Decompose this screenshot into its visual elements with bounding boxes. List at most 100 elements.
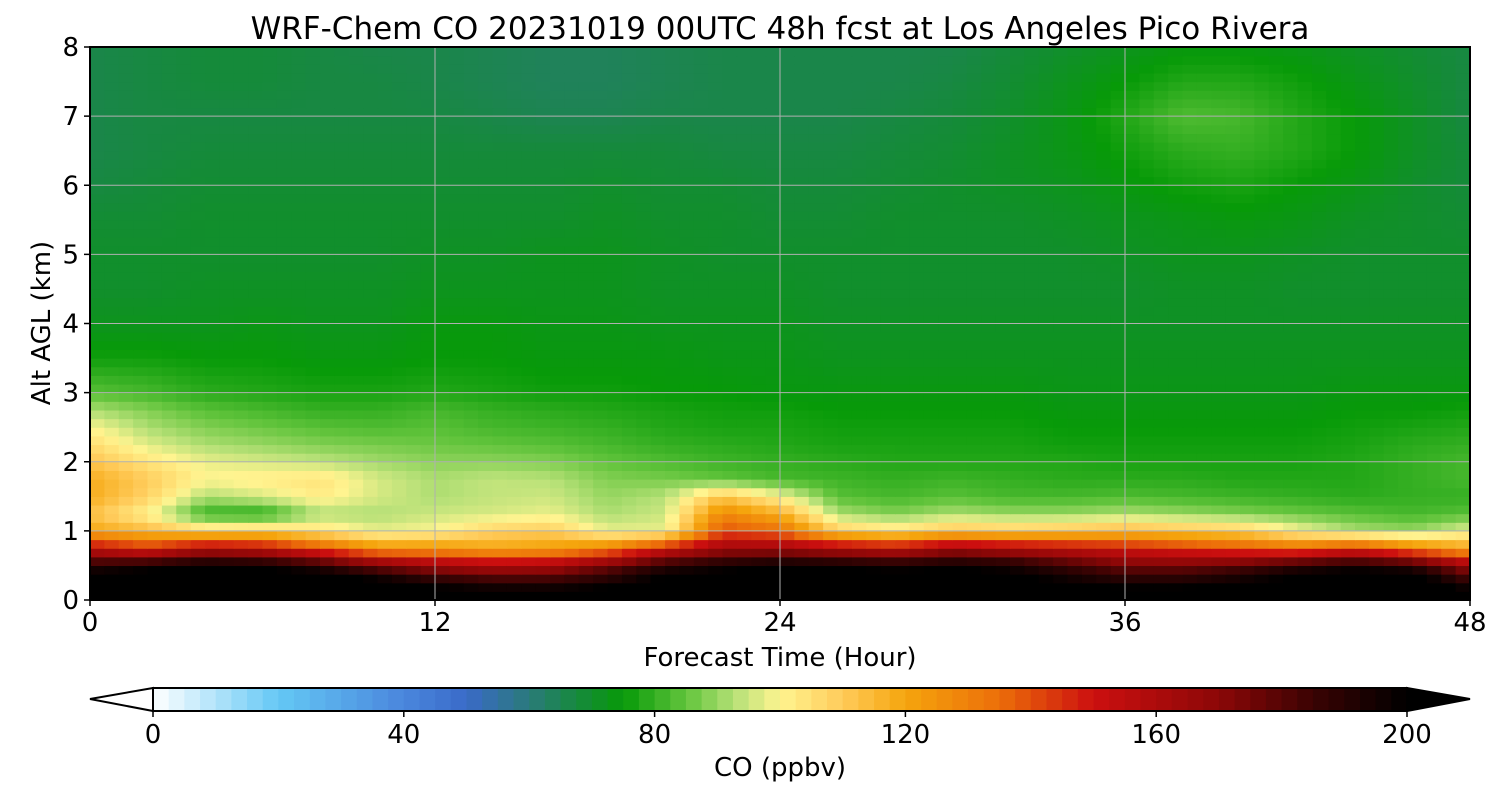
heatmap-cell [1139,479,1155,489]
heatmap-cell [909,530,925,541]
heatmap-cell [794,522,810,532]
heatmap-cell [823,556,839,567]
heatmap-cell [1369,306,1385,316]
heatmap-cell [593,461,609,471]
heatmap-cell [176,548,192,558]
heatmap-cell [104,167,120,178]
heatmap-cell [736,548,752,558]
heatmap-cell [248,479,264,489]
heatmap-cell [851,211,867,221]
heatmap-cell [1225,556,1241,567]
heatmap-cell [564,487,580,497]
heatmap-cell [794,176,810,186]
heatmap-cell [722,288,738,299]
heatmap-cell [492,539,508,549]
heatmap-cell [176,202,192,212]
heatmap-cell [679,176,695,186]
heatmap-cell [1311,219,1327,230]
heatmap-cell [535,271,551,281]
heatmap-cell [1211,383,1227,394]
heatmap-cell [923,202,939,212]
heatmap-cell [794,539,810,549]
heatmap-cell [1340,150,1356,160]
heatmap-cell [506,383,522,394]
heatmap-cell [377,323,393,333]
heatmap-cell [1412,565,1428,575]
heatmap-cell [219,496,235,506]
heatmap-cell [751,176,767,186]
heatmap-cell [219,392,235,402]
heatmap-cell [1455,582,1470,592]
heatmap-cell [1153,332,1169,342]
heatmap-cell [823,349,839,359]
heatmap-cell [1283,280,1299,290]
heatmap-cell [909,254,925,264]
heatmap-cell [1254,150,1270,160]
heatmap-cell [420,479,436,489]
heatmap-cell [621,453,637,463]
heatmap-cell [1240,254,1255,264]
heatmap-cell [1426,383,1442,394]
heatmap-cell [219,271,235,281]
heatmap-cell [621,366,637,376]
heatmap-cell [492,358,508,368]
heatmap-cell [348,332,364,342]
heatmap-cell [1225,427,1241,437]
heatmap-cell [205,435,220,446]
heatmap-cell [406,401,422,411]
heatmap-cell [578,237,594,247]
heatmap-cell [708,479,724,489]
heatmap-cell [305,375,321,385]
heatmap-cell [147,288,163,299]
heatmap-cell [736,280,752,290]
heatmap-cell [291,366,307,376]
heatmap-cell [262,418,278,428]
heatmap-cell [1254,167,1270,178]
heatmap-cell [1412,366,1428,376]
heatmap-cell [736,470,752,480]
heatmap-cell [823,202,839,212]
heatmap-cell [104,332,120,342]
heatmap-cell [765,280,781,290]
heatmap-cell [751,461,767,471]
heatmap-cell [463,418,479,428]
heatmap-cell [391,340,407,351]
heatmap-cell [1283,366,1299,376]
heatmap-cell [636,159,652,169]
heatmap-cell [765,202,781,212]
heatmap-cell [1096,504,1112,515]
heatmap-cell [981,245,997,255]
heatmap-cell [607,245,623,255]
heatmap-cell [276,582,292,592]
heatmap-cell [794,496,810,506]
heatmap-cell [708,314,724,325]
heatmap-cell [348,582,364,592]
heatmap-cell [636,245,652,255]
heatmap-cell [104,349,120,359]
heatmap-cell [377,418,393,428]
heatmap-cell [736,185,752,195]
heatmap-cell [765,522,781,532]
heatmap-cell [276,539,292,549]
heatmap-cell [377,513,393,523]
heatmap-cell [118,159,134,169]
heatmap-cell [1067,349,1083,359]
heatmap-cell [1168,461,1184,471]
heatmap-cell [219,297,235,307]
heatmap-cell [190,150,206,160]
heatmap-cell [923,297,939,307]
heatmap-cell [780,340,795,351]
heatmap-cell [363,392,379,402]
heatmap-cell [420,228,436,238]
heatmap-cell [478,444,494,454]
heatmap-cell [636,591,652,600]
heatmap-cell [621,297,637,307]
heatmap-cell [420,193,436,204]
heatmap-cell [190,314,206,325]
heatmap-cell [1038,392,1054,402]
heatmap-cell [133,539,149,549]
heatmap-cell [334,358,350,368]
heatmap-cell [1412,358,1428,368]
heatmap-cell [1010,453,1025,463]
heatmap-cell [1254,427,1270,437]
